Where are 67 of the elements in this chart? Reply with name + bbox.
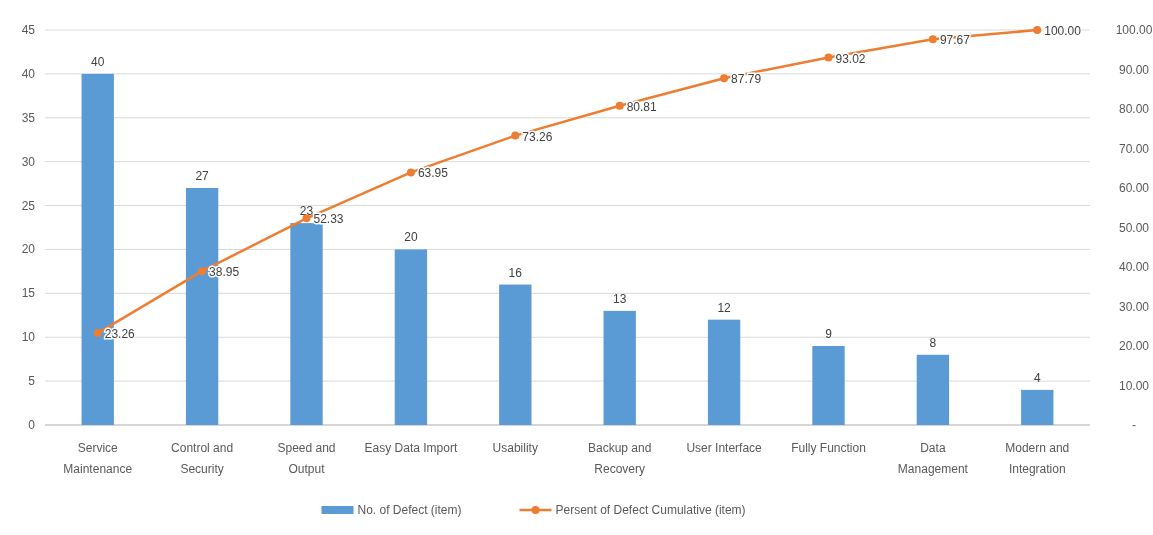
x-tick-label: Control and Security (171, 441, 234, 476)
data-label: 16 (508, 265, 523, 280)
y2-tick-label: 90.00 (1118, 62, 1150, 77)
data-label: 8 (929, 335, 937, 350)
data-label: 52.33 (313, 212, 344, 227)
point (615, 101, 624, 110)
point (824, 53, 833, 62)
y-tick-label: 15 (21, 286, 36, 301)
point (928, 35, 937, 44)
data-label: 100.00 (1044, 24, 1082, 38)
y2-tick-label: 100.00 (1115, 23, 1153, 37)
data-label: 13 (613, 291, 627, 306)
point (406, 168, 415, 177)
y-tick-label: 5 (28, 374, 36, 389)
y-tick-label: 10 (21, 330, 36, 345)
x-tick-label: Service Maintenance (63, 441, 133, 476)
data-label: 40 (91, 54, 105, 69)
y2-tick-label: - (1132, 418, 1136, 432)
point (198, 267, 207, 276)
bar (1021, 389, 1054, 425)
x-tick-label: Modern and Integration (1005, 441, 1070, 476)
y2-tick-label: 50.00 (1118, 220, 1150, 235)
bar (603, 310, 636, 425)
x-tick-label: Data Management (897, 441, 969, 476)
data-label: 73.26 (522, 129, 553, 144)
x-tick-label: Speed and Output (277, 441, 336, 476)
y-tick-label: 20 (21, 242, 36, 257)
data-label: 20 (404, 230, 418, 245)
legend-label: No. of Defect (item) (357, 503, 462, 517)
point (93, 329, 102, 338)
data-label: 27 (195, 169, 210, 183)
data-label: 80.81 (626, 99, 658, 114)
point (511, 131, 520, 140)
bar (812, 346, 845, 425)
data-label: 93.02 (835, 51, 866, 66)
y2-tick-label: 80.00 (1118, 102, 1150, 116)
point (720, 74, 729, 83)
data-label: 87.79 (731, 72, 762, 87)
x-tick-label: Easy Data Import (364, 441, 458, 455)
y-tick-label: 0 (28, 418, 36, 432)
y-tick-label: 30 (21, 154, 36, 169)
bar (290, 223, 323, 425)
y-tick-label: 35 (21, 110, 36, 125)
y2-tick-label: 40.00 (1118, 260, 1150, 274)
x-tick-label: Backup and Recovery (588, 441, 652, 476)
bar (707, 319, 741, 425)
y2-tick-label: 30.00 (1118, 299, 1150, 314)
x-tick-label: Usability (492, 441, 538, 455)
data-label: 9 (825, 327, 833, 341)
point (1033, 26, 1042, 34)
bar (916, 354, 950, 425)
y2-tick-label: 60.00 (1118, 181, 1150, 195)
x-tick-label: User Interface (686, 441, 763, 455)
data-label: 23 (299, 204, 314, 219)
bar (394, 249, 428, 425)
x-tick-label: Fully Function (791, 441, 866, 455)
data-label: 12 (717, 300, 732, 315)
y2-tick-label: 20.00 (1118, 339, 1150, 353)
data-label: 4 (1033, 370, 1041, 385)
data-label: 63.95 (417, 166, 449, 181)
y2-tick-label: 10.00 (1118, 378, 1150, 393)
bar (499, 284, 532, 425)
y-tick-label: 40 (21, 66, 36, 81)
legend-label: Persent of Defect Cumulative (item) (555, 503, 746, 517)
y2-tick-label: 70.00 (1118, 141, 1150, 156)
y-tick-label: 45 (21, 23, 36, 37)
y-tick-label: 25 (21, 198, 36, 213)
